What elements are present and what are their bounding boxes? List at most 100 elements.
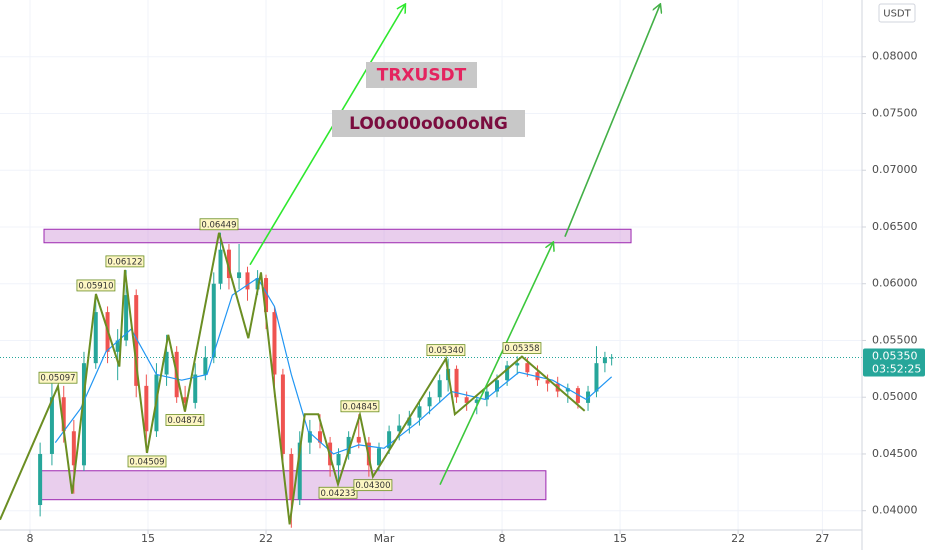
y-tick-label: 0.07000 [872,163,918,176]
pivot-label-box [165,414,205,426]
candle-body [218,249,223,284]
x-tick-label: Mar [374,532,395,545]
pivot-label-box [502,342,542,354]
candle-body [505,365,510,381]
x-tick-label: 22 [731,532,745,545]
moving-average [54,277,613,455]
candle-body [609,357,614,359]
candle-body [474,399,479,403]
candle-body [376,448,381,466]
candle-body [280,374,285,454]
candle-body [545,380,550,384]
candle-body [407,417,412,426]
candle-body [417,406,422,418]
candle-body [255,278,260,290]
candle-body [454,368,459,398]
candle-body [71,431,76,466]
candle-body [317,431,322,443]
x-tick-label: 27 [815,532,829,545]
candle-body [437,380,442,398]
candle-body [38,453,43,506]
arrow [439,243,553,486]
candle-body [164,351,169,375]
pivot-label: 0.05340 [428,346,463,356]
pivot-label: 0.04845 [342,402,377,412]
pivot-label: 0.04874 [167,416,202,426]
candle-body [565,388,570,392]
pivot-label: 0.04233 [320,489,355,499]
candle-body [134,295,139,386]
y-tick-label: 0.04000 [872,504,918,517]
pivot-label: 0.05910 [78,281,113,291]
pivot-label-box [76,279,116,292]
x-tick-label: 8 [27,532,34,545]
x-tick-label: 8 [499,532,506,545]
candle-body [203,357,208,375]
pivot-label: 0.04300 [355,481,390,491]
candle-body [297,442,302,500]
candle-body [594,363,599,392]
title-box [366,62,477,88]
caption-box [332,110,525,137]
pivot-label-box [353,479,393,492]
y-tick-label: 0.05000 [872,390,918,403]
pivot-label: 0.06449 [201,220,236,230]
candle-body [387,431,392,449]
caption: LO0o00o0o0oNG [349,114,508,134]
candle-body [289,453,294,500]
candle-body [49,397,54,454]
pivot-label: 0.06122 [107,257,142,267]
pivot-label-box [199,218,239,231]
candle-body [427,397,432,407]
candle-body [272,312,277,375]
candle-body [183,397,188,403]
candle-body [193,374,198,403]
grid [0,0,862,530]
x-tick-label: 15 [141,532,155,545]
candle-body [484,391,489,400]
countdown: 03:52:25 [872,362,921,375]
candle-body [211,283,216,358]
axes: 0.04000 0.04500 0.05000 0.05500 0.06000 0.065… [27,50,925,545]
candle-body [336,453,341,466]
candle-body [245,272,250,290]
x-tick-label: 22 [259,532,273,545]
pivot-label-box [426,344,466,357]
candle-body [515,363,520,366]
pivot-label-box [340,400,380,413]
zone [43,228,632,244]
currency-box [878,3,916,23]
y-tick-label: 0.05500 [872,333,918,346]
pivot-label-box [38,371,78,384]
arrow [249,5,405,266]
last-price-tag [863,348,925,377]
candle-body [61,397,66,432]
candle-body [264,278,269,313]
y-tick-label: 0.04500 [872,447,918,460]
candle-body [237,272,242,279]
pivot-label: 0.05097 [40,374,75,384]
candle-body [81,363,86,466]
currency: USDT [883,9,911,20]
candle-body [93,312,98,364]
pivot-label: 0.05358 [504,344,539,354]
candle-body [495,380,500,392]
symbol-title: TRXUSDT [377,66,467,86]
pivot-label-box [127,455,167,468]
x-tick-label: 15 [613,532,627,545]
y-tick-label: 0.06000 [872,277,918,290]
pivot-label: 0.04509 [129,457,164,467]
zigzag [0,232,586,525]
candle-body [144,385,149,432]
candle-body [602,357,607,364]
candle-body [575,388,580,403]
last-price-label: 0.05350 [872,349,918,362]
plot: 0.05097 0.05910 0.06122 0.04509 0.04874 0.064… [0,5,862,528]
candle-body [115,340,120,352]
candle-body [464,397,469,403]
candle-body [525,363,530,373]
candle-body [124,295,129,341]
y-tick-label: 0.06500 [872,220,918,233]
